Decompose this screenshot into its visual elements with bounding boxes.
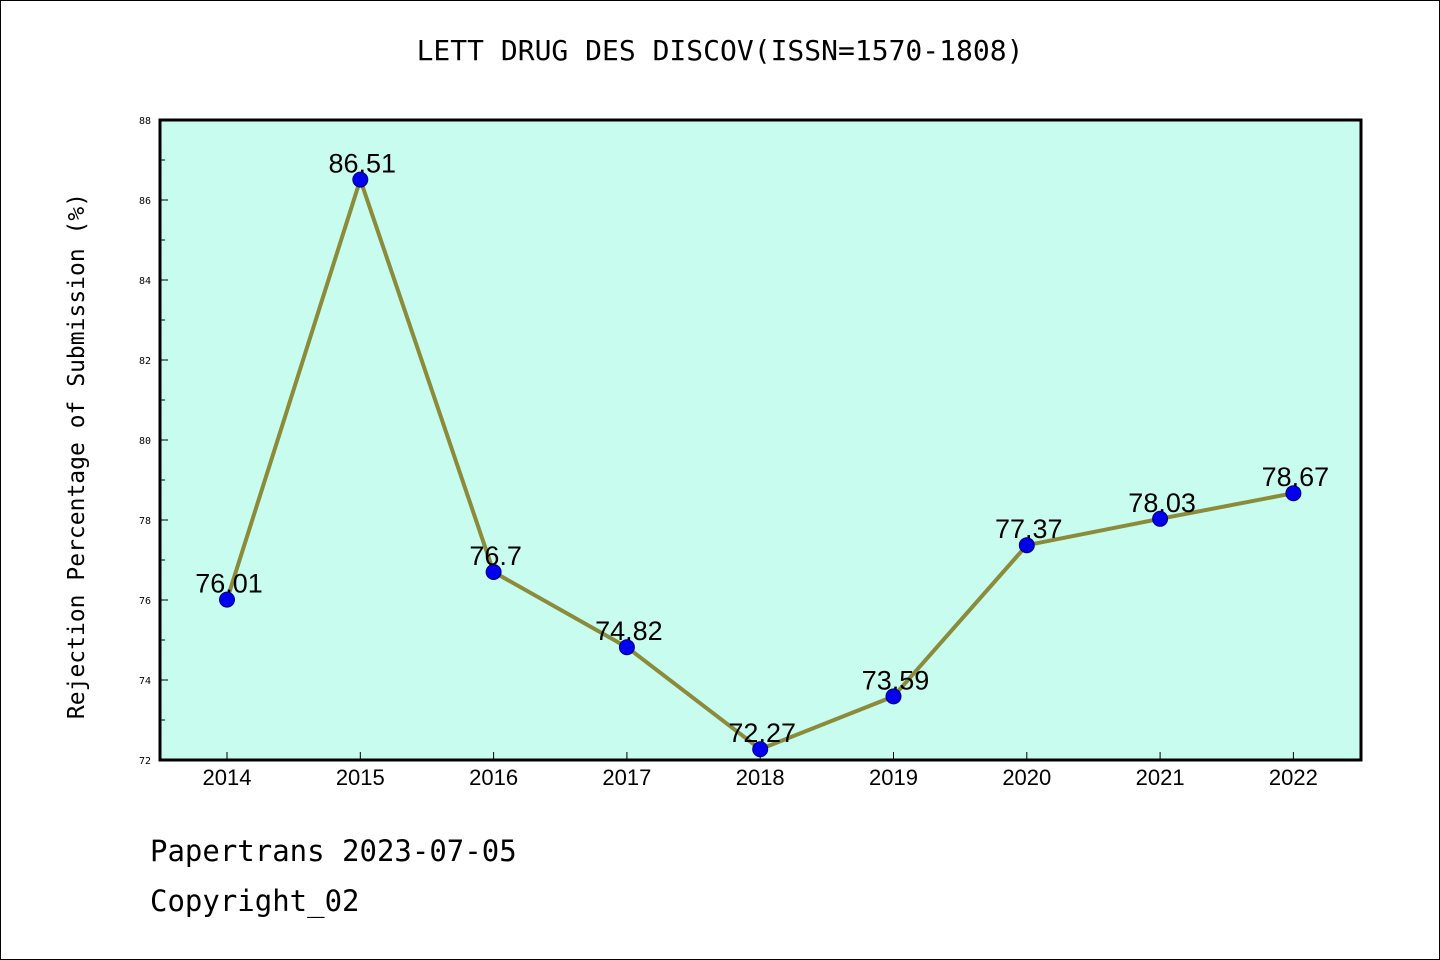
data-point <box>219 591 235 608</box>
chart-title: LETT DRUG DES DISCOV(ISSN=1570-1808) <box>416 34 1024 67</box>
x-tick-label: 2021 <box>1136 765 1185 790</box>
data-point <box>1152 510 1169 527</box>
x-tick-label: 2020 <box>1002 765 1051 790</box>
data-label: 78.67 <box>1262 462 1330 492</box>
y-tick-label: 84 <box>139 276 151 287</box>
data-label: 74.82 <box>595 616 663 646</box>
y-tick-label: 78 <box>139 516 151 527</box>
y-tick-label: 80 <box>139 436 151 447</box>
x-tick-label: 2016 <box>469 765 518 790</box>
y-tick-label: 74 <box>139 676 151 687</box>
data-point <box>352 171 369 188</box>
data-label: 73.59 <box>862 665 930 695</box>
y-tick-label: 72 <box>139 756 151 767</box>
y-axis: 72 74 76 78 80 82 84 86 88 <box>139 116 168 767</box>
y-tick-label: 88 <box>139 116 151 127</box>
data-label: 76.01 <box>195 569 263 599</box>
data-label: 77.37 <box>995 514 1063 544</box>
x-tick-label: 2014 <box>203 765 252 790</box>
y-tick-label: 86 <box>139 196 151 207</box>
y-tick-label: 82 <box>139 356 151 367</box>
x-tick-label: 2022 <box>1269 765 1318 790</box>
x-tick-label: 2018 <box>736 765 785 790</box>
footer-date: Papertrans 2023-07-05 <box>150 834 517 868</box>
x-axis: 2014 2015 2016 2017 2018 2019 2020 2021 2022 <box>203 752 1318 790</box>
series-markers <box>219 171 1302 758</box>
data-point <box>885 688 902 705</box>
data-point <box>1018 537 1035 554</box>
plot-area <box>158 118 1363 762</box>
x-tick-label: 2019 <box>869 765 918 790</box>
footer-copyright: Copyright_02 <box>150 884 360 918</box>
y-axis-label: Rejection Percentage of Submission (%) <box>64 193 90 719</box>
data-label: 86.51 <box>329 149 397 179</box>
data-label: 72.27 <box>728 718 796 748</box>
x-tick-label: 2017 <box>602 765 651 790</box>
y-tick-label: 76 <box>139 596 151 607</box>
data-label: 78.03 <box>1128 488 1196 518</box>
data-point <box>752 741 769 758</box>
data-point <box>1285 485 1302 502</box>
x-tick-label: 2015 <box>336 765 385 790</box>
data-label: 76.7 <box>469 541 522 571</box>
data-point <box>485 564 502 580</box>
data-point <box>618 639 635 656</box>
data-labels: 76.01 86.51 76.7 74.82 72.27 73.59 77.37 78.03 7… <box>195 149 1329 749</box>
